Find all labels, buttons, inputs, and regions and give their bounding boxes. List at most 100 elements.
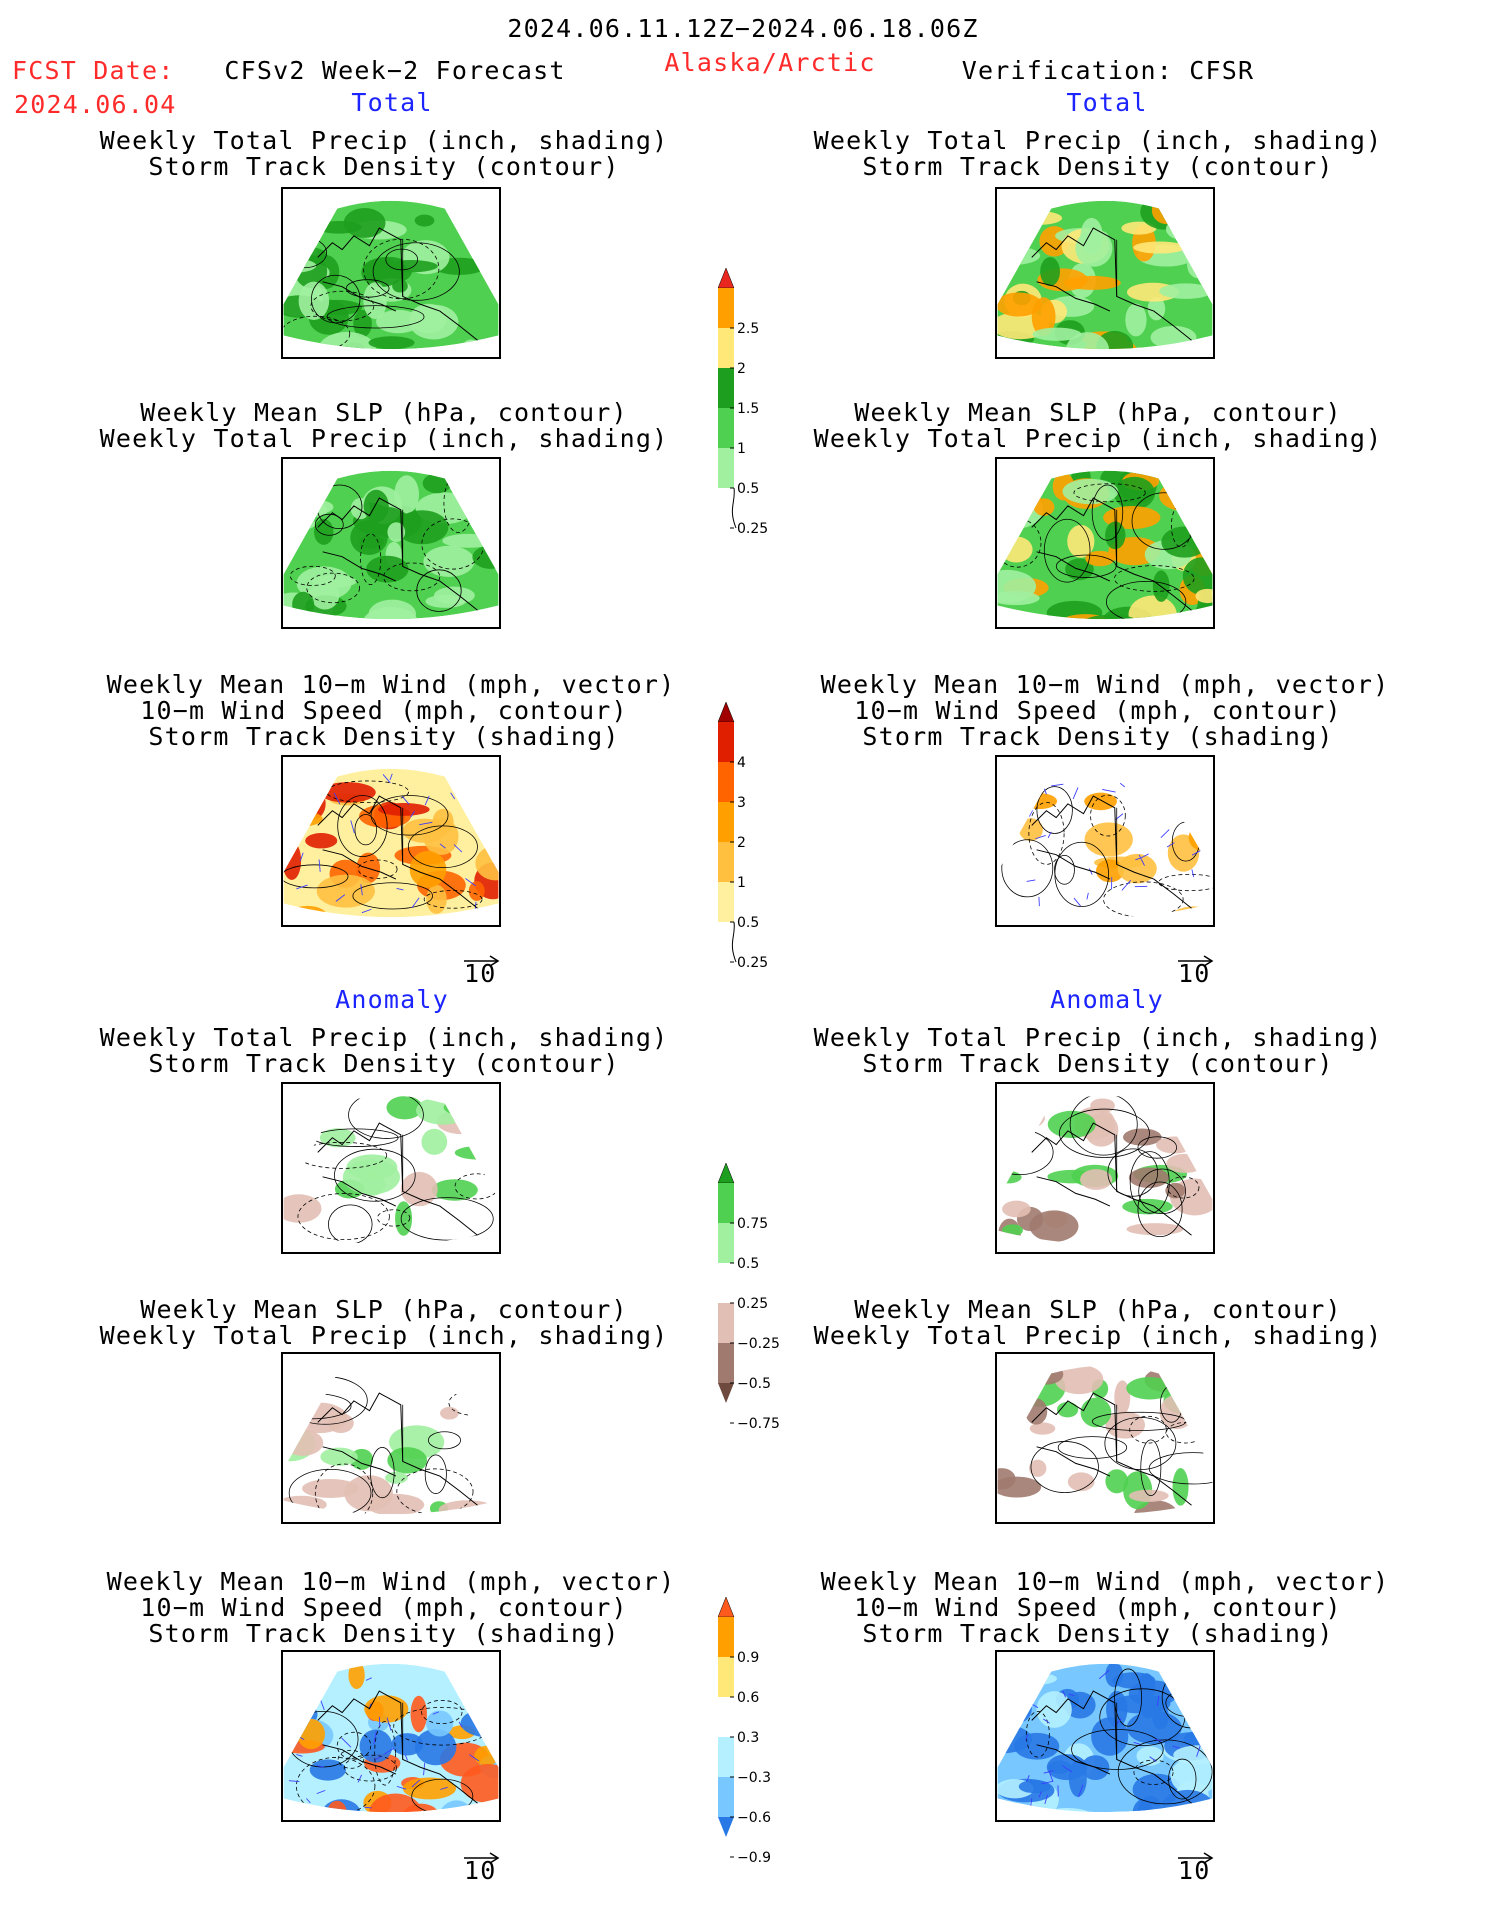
vector-reference-l3: [462, 952, 502, 971]
map-shading-blob: [1159, 480, 1212, 512]
coastline: [1031, 1122, 1199, 1241]
map-contour: [360, 533, 382, 586]
map-contour: [1054, 855, 1075, 885]
map-shading-blob: [1165, 1182, 1186, 1199]
wind-vector: [1051, 783, 1064, 787]
map-shading-blob: [363, 282, 387, 320]
map-forecast-anom-wind: [281, 1650, 501, 1822]
map-contour: [1058, 1108, 1150, 1158]
vector-reference-label-r6: 10: [1178, 1856, 1211, 1885]
map-shading-blob: [319, 782, 376, 803]
map-shading-blob: [1105, 1663, 1124, 1688]
colorbar-segment: [718, 1737, 734, 1777]
map-forecast-anom-slp: [281, 1352, 501, 1524]
map-shading-blob: [1161, 526, 1208, 558]
title-r6-line2: 10−m Wind Speed (mph, contour): [854, 1593, 1342, 1622]
map-shading-blob: [1121, 221, 1157, 235]
map-shading-blob: [1057, 1401, 1079, 1418]
map-shading-blob: [1083, 614, 1139, 620]
map-contour: [1138, 1168, 1186, 1215]
map-contour: [1001, 839, 1054, 898]
map-shading-blob: [297, 1718, 325, 1750]
map-shading-blob: [1002, 1200, 1031, 1218]
map-contour: [1071, 1729, 1164, 1770]
map-shading-blob: [387, 522, 406, 542]
wind-vector: [335, 894, 346, 902]
map-shading-blob: [1002, 1224, 1024, 1237]
map-shading-blob: [1067, 524, 1095, 558]
wind-vector: [465, 878, 476, 887]
map-contour: [348, 1095, 424, 1139]
colorbar-segment: [718, 1263, 734, 1303]
title-l5-line1: Weekly Mean SLP (hPa, contour): [140, 1295, 628, 1324]
map-contour: [377, 1209, 411, 1227]
wind-vector: [1156, 1695, 1160, 1706]
map-shading-blob: [1067, 1472, 1095, 1492]
wind-vector: [396, 888, 404, 891]
colorbar-tick-label: 0.25: [737, 521, 768, 537]
map-shading-blob: [298, 281, 330, 321]
wind-vector: [481, 1727, 488, 1731]
map-shading-blob: [997, 1671, 1041, 1691]
wind-vector: [1062, 1690, 1066, 1698]
colorbar-tick-label: 0.6: [737, 1690, 759, 1706]
map-shading-blob: [1117, 853, 1157, 884]
colorbar-segment: [718, 328, 734, 368]
title-l1-line1: Weekly Total Precip (inch, shading): [99, 126, 669, 155]
map-shading-blob: [283, 1806, 300, 1813]
map-shading-blob: [1113, 476, 1155, 510]
wind-vector: [1160, 829, 1170, 838]
map-shading-blob: [410, 1695, 427, 1733]
wind-vector: [424, 795, 430, 806]
colorbar-tick-label: 0.5: [737, 481, 759, 497]
map-shading-blob: [1080, 217, 1103, 255]
map-shading-blob: [283, 491, 312, 525]
colorbar-tick-label: 2: [737, 361, 746, 377]
map-contour: [372, 242, 460, 301]
wind-vector: [997, 1741, 1006, 1749]
map-shading-blob: [395, 1201, 413, 1236]
map-shading-blob: [387, 1447, 428, 1474]
map-shading-blob: [409, 850, 447, 888]
map-shading-blob: [366, 555, 409, 583]
coastline: [1031, 1392, 1199, 1511]
map-shading-blob: [396, 510, 449, 545]
coastline: [1031, 1690, 1199, 1809]
map-shading-blob: [1128, 1489, 1169, 1502]
map-contour: [326, 305, 425, 329]
wind-vector: [1072, 787, 1079, 800]
arrow-right-icon: [464, 1852, 500, 1864]
wind-vector: [1062, 1765, 1073, 1773]
title-r2-line1: Weekly Mean SLP (hPa, contour): [854, 398, 1342, 427]
colorbar-precip-anom: 0.75 0.5 0.25 −0.25 −0.5 −0.75: [717, 1162, 798, 1467]
colorbar-segment: [718, 408, 734, 448]
map-contour: [427, 1431, 461, 1450]
title-l3-line2: 10−m Wind Speed (mph, contour): [140, 696, 628, 725]
coastline: [317, 795, 485, 914]
title-l3-line3: Storm Track Density (shading): [148, 722, 620, 751]
colorbar-precip-total: 2.5 2 1.5 1 0.5 0.25: [717, 267, 798, 572]
map-contour: [363, 238, 440, 300]
map-shading-blob: [468, 881, 485, 901]
wind-vector: [285, 838, 293, 843]
title-r2-line2: Weekly Total Precip (inch, shading): [813, 424, 1383, 453]
wind-vector: [333, 792, 341, 805]
map-shading-blob: [442, 533, 495, 548]
title-r5-line1: Weekly Mean SLP (hPa, contour): [854, 1295, 1342, 1324]
map-contour: [1036, 786, 1073, 834]
wind-vector: [1028, 810, 1033, 817]
wind-vector: [1030, 1690, 1033, 1704]
map-shading-blob: [1040, 257, 1060, 287]
wind-vector: [389, 773, 393, 781]
map-contour: [383, 562, 441, 592]
title-r4-line1: Weekly Total Precip (inch, shading): [813, 1023, 1383, 1052]
colorbar-top-triangle: [717, 1596, 735, 1618]
map-contour: [423, 890, 483, 909]
map-contour: [1105, 580, 1187, 620]
wind-vector: [450, 792, 456, 800]
map-shading-blob: [1132, 1799, 1154, 1813]
map-contour: [1113, 565, 1195, 592]
map-shading-blob: [353, 309, 372, 338]
map-shading-blob: [1032, 327, 1082, 341]
map-shading-blob: [474, 1745, 499, 1766]
